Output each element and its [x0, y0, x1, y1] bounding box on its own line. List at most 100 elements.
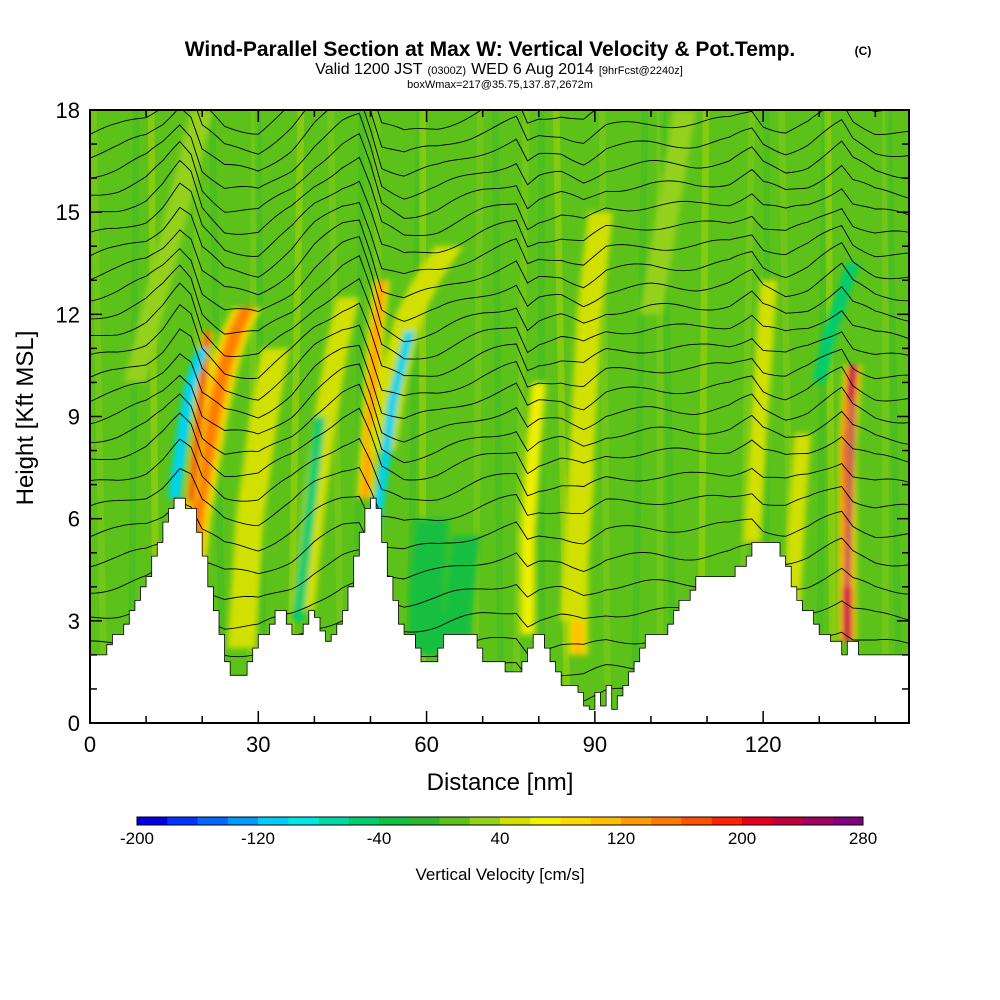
x-tick-label: 90 — [583, 732, 607, 757]
y-axis-label: Height [Kft MSL] — [12, 331, 39, 506]
colorbar-swatch — [469, 817, 501, 825]
velocity-streak — [511, 110, 530, 723]
colorbar-swatch — [500, 817, 531, 825]
colorbar-tick-label: 280 — [849, 829, 877, 848]
colorbar-swatch — [621, 817, 652, 825]
x-tick-labels: 0 30 60 90 120 — [84, 732, 782, 757]
theta-contour — [90, 156, 909, 237]
y-tick-labels: 0 3 6 9 12 15 18 — [56, 98, 80, 736]
velocity-streak — [855, 110, 874, 723]
x-tick-label: 30 — [246, 732, 270, 757]
updraft-core — [123, 110, 214, 383]
title-mark: (C) — [855, 44, 872, 58]
x-tick-label: 120 — [745, 732, 782, 757]
theta-contour — [90, 383, 909, 464]
colorbar-tick-labels: -200 -120 -40 40 120 200 280 — [120, 829, 877, 848]
theta-contour — [90, 180, 909, 257]
updraft-core — [846, 399, 854, 587]
downdraft-core — [368, 331, 413, 553]
colorbar-tick-label: -120 — [241, 829, 275, 848]
velocity-streak — [404, 110, 423, 723]
theta-contour — [90, 219, 909, 299]
theta-contour — [90, 112, 909, 200]
colorbar-swatch — [590, 817, 622, 825]
y-tick-label: 9 — [68, 405, 80, 430]
colorbar-swatch — [258, 817, 289, 825]
theta-contour — [90, 110, 909, 155]
colorbar-tick-label: -40 — [367, 829, 392, 848]
plot-area — [90, 110, 909, 723]
x-axis-label: Distance [nm] — [427, 769, 574, 796]
updraft-core — [639, 110, 696, 315]
colorbar-swatch — [742, 817, 773, 825]
x-tick-label: 0 — [84, 732, 96, 757]
colorbar-swatch — [560, 817, 592, 825]
theta-contour — [90, 278, 909, 360]
subtitle-fcst: [9hrFcst@2240z] — [599, 65, 683, 77]
downdraft-core — [171, 348, 206, 499]
velocity-streak — [696, 110, 710, 723]
y-tick-label: 18 — [56, 98, 80, 123]
x-tick-label: 60 — [414, 732, 438, 757]
chart-subtitle-2: boxWmax=217@35.75,137.87,2672m — [407, 79, 593, 91]
updraft-core — [560, 212, 613, 621]
updraft-core — [743, 280, 778, 543]
theta-contour — [90, 344, 909, 419]
colorbar-swatch — [651, 817, 682, 825]
chart-title: Wind-Parallel Section at Max W: Vertical… — [185, 38, 796, 61]
colorbar-swatch — [137, 817, 168, 825]
colorbar-swatch — [439, 817, 471, 825]
updraft-core — [189, 331, 210, 502]
subtitle-date: WED 6 Aug 2014 — [471, 61, 594, 78]
theta-contour — [90, 255, 909, 343]
colorbar-swatch — [711, 817, 743, 825]
theta-contour — [90, 437, 909, 502]
theta-contour — [90, 324, 909, 401]
velocity-streak — [717, 110, 730, 723]
colorbar-swatch — [197, 817, 229, 825]
colorbar-swatch — [318, 817, 350, 825]
downdraft-core — [294, 416, 324, 621]
velocity-streak — [882, 110, 889, 723]
colorbar-swatch — [288, 817, 319, 825]
colorbar-tick-label: 200 — [728, 829, 756, 848]
velocity-streak — [630, 110, 649, 723]
updraft-core — [522, 382, 544, 635]
colorbar-tick-label: -200 — [120, 829, 154, 848]
colorbar-swatch — [802, 817, 834, 825]
theta-contour — [90, 110, 890, 135]
theta-contour — [90, 236, 909, 322]
updraft-core — [227, 348, 290, 649]
axis-ticks — [89, 109, 909, 724]
colorbar-swatch — [832, 817, 864, 825]
chart-subtitle: Valid 1200 JST (0300Z) WED 6 Aug 2014 [9hrF… — [315, 61, 683, 78]
velocity-streak — [127, 110, 140, 723]
theta-contour — [90, 302, 909, 379]
colorbar-swatch — [409, 817, 440, 825]
y-tick-label: 15 — [56, 200, 80, 225]
y-tick-label: 12 — [56, 302, 80, 327]
theta-contour — [90, 110, 909, 177]
y-tick-label: 3 — [68, 609, 80, 634]
subtitle-zulu: (0300Z) — [428, 65, 467, 77]
colorbar-swatch — [530, 817, 561, 825]
downdraft-core — [409, 518, 449, 655]
colorbar-frame — [136, 816, 864, 826]
colorbar-swatch — [167, 817, 198, 825]
colorbar-swatch — [379, 817, 410, 825]
colorbar-label: Vertical Velocity [cm/s] — [415, 865, 584, 884]
colorbar-swatch — [772, 817, 803, 825]
colorbar-swatch — [227, 817, 259, 825]
velocity-streak — [815, 110, 828, 723]
subtitle-valid: Valid 1200 JST — [315, 61, 423, 78]
y-tick-label: 0 — [68, 711, 80, 736]
theta-contour — [90, 407, 909, 481]
velocity-streak — [824, 110, 837, 723]
colorbar-tick-label: 120 — [607, 829, 635, 848]
colorbar-swatch — [681, 817, 713, 825]
theta-contour — [90, 201, 909, 278]
colorbar-swatch — [348, 817, 380, 825]
velocity-streak — [885, 110, 904, 723]
theta-contour — [90, 495, 909, 552]
